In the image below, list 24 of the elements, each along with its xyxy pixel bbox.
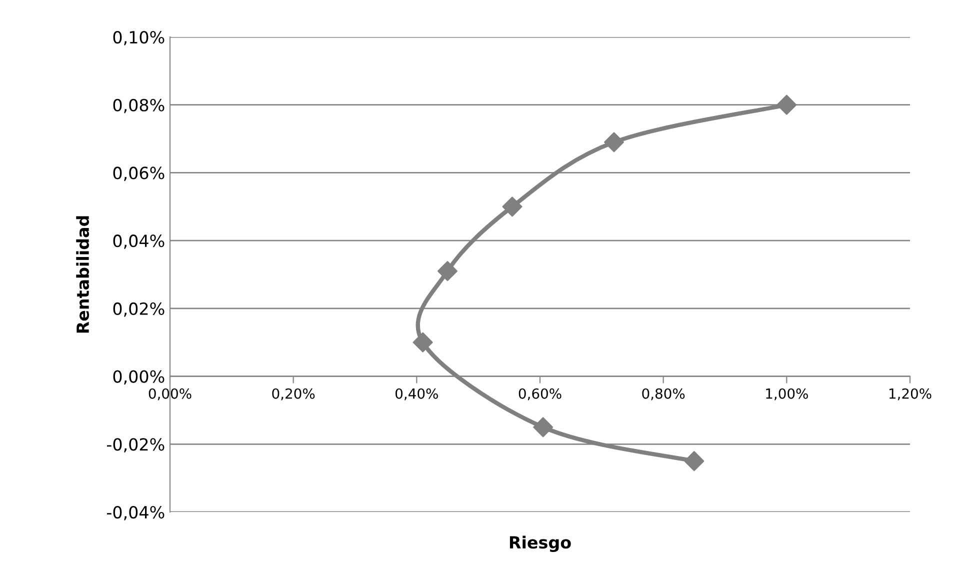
point — [437, 261, 458, 282]
y-axis-title: Rentabilidad — [76, 216, 90, 333]
point — [604, 132, 624, 152]
y-tick-label: 0,06% — [113, 166, 164, 181]
point — [776, 94, 797, 115]
y-tick-label: 0,00% — [113, 370, 164, 385]
point — [684, 451, 704, 472]
y-tick-label: 0,02% — [113, 302, 164, 317]
x-tick-label: 1,00% — [766, 388, 808, 400]
y-tick-label: 0,10% — [113, 30, 164, 46]
x-tick-label: 0,60% — [518, 388, 562, 400]
point — [533, 417, 554, 438]
x-tick-label: 1,20% — [889, 388, 932, 400]
y-tick-label: -0,04% — [106, 506, 164, 520]
x-tick-label: 0,20% — [272, 388, 315, 400]
point — [502, 196, 522, 217]
x-axis-title: Riesgo — [510, 536, 571, 552]
x-tick-label: 0,00% — [148, 388, 192, 400]
point — [412, 332, 433, 352]
x-tick-label: 0,80% — [642, 388, 685, 400]
y-tick-label: 0,08% — [113, 98, 164, 114]
y-tick-label: -0,02% — [106, 438, 164, 452]
y-tick-label: 0,04% — [113, 234, 164, 249]
x-tick-label: 0,40% — [396, 388, 438, 400]
